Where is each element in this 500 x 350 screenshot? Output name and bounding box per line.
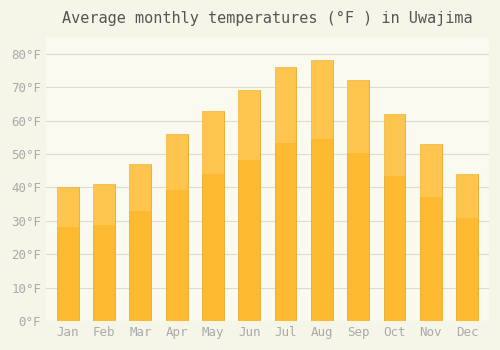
- Bar: [238, 91, 260, 160]
- Bar: [93, 184, 115, 225]
- Bar: [238, 91, 260, 321]
- Bar: [384, 114, 406, 321]
- Bar: [311, 61, 333, 139]
- Bar: [57, 187, 78, 321]
- Bar: [274, 67, 296, 143]
- Bar: [202, 111, 224, 321]
- Bar: [166, 134, 188, 321]
- Bar: [456, 174, 478, 218]
- Bar: [311, 61, 333, 321]
- Title: Average monthly temperatures (°F ) in Uwajima: Average monthly temperatures (°F ) in Uw…: [62, 11, 472, 26]
- Bar: [420, 144, 442, 321]
- Bar: [420, 144, 442, 197]
- Bar: [130, 164, 152, 211]
- Bar: [93, 184, 115, 321]
- Bar: [348, 80, 369, 321]
- Bar: [202, 111, 224, 174]
- Bar: [348, 80, 369, 153]
- Bar: [384, 114, 406, 176]
- Bar: [456, 174, 478, 321]
- Bar: [57, 187, 78, 228]
- Bar: [166, 134, 188, 190]
- Bar: [130, 164, 152, 321]
- Bar: [274, 67, 296, 321]
